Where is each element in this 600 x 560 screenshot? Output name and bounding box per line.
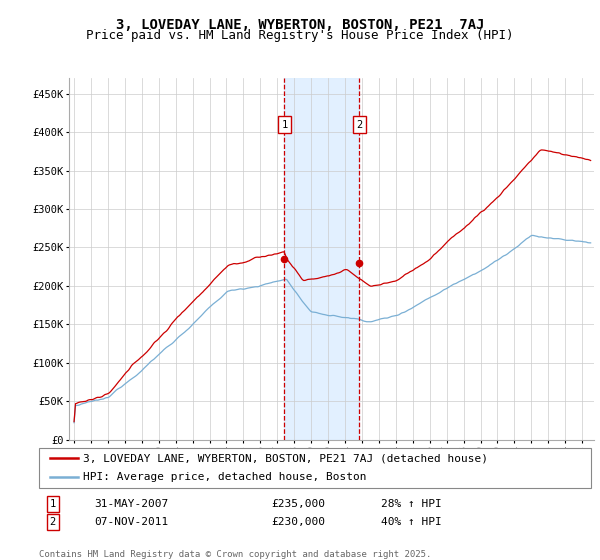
Text: £235,000: £235,000 [271, 499, 325, 509]
Text: 07-NOV-2011: 07-NOV-2011 [94, 517, 169, 527]
Text: Contains HM Land Registry data © Crown copyright and database right 2025.
This d: Contains HM Land Registry data © Crown c… [39, 550, 431, 560]
Text: 2: 2 [50, 517, 56, 527]
Text: HPI: Average price, detached house, Boston: HPI: Average price, detached house, Bost… [83, 472, 367, 482]
Text: 28% ↑ HPI: 28% ↑ HPI [381, 499, 442, 509]
Text: 3, LOVEDAY LANE, WYBERTON, BOSTON, PE21 7AJ (detached house): 3, LOVEDAY LANE, WYBERTON, BOSTON, PE21 … [83, 453, 488, 463]
Text: Price paid vs. HM Land Registry's House Price Index (HPI): Price paid vs. HM Land Registry's House … [86, 29, 514, 42]
Text: 1: 1 [50, 499, 56, 509]
Bar [284, 78, 359, 440]
Text: 3, LOVEDAY LANE, WYBERTON, BOSTON, PE21  7AJ: 3, LOVEDAY LANE, WYBERTON, BOSTON, PE21 … [116, 18, 484, 32]
Text: 1: 1 [281, 119, 287, 129]
Text: 31-MAY-2007: 31-MAY-2007 [94, 499, 169, 509]
Text: 40% ↑ HPI: 40% ↑ HPI [381, 517, 442, 527]
Text: 2: 2 [356, 119, 362, 129]
Text: £230,000: £230,000 [271, 517, 325, 527]
